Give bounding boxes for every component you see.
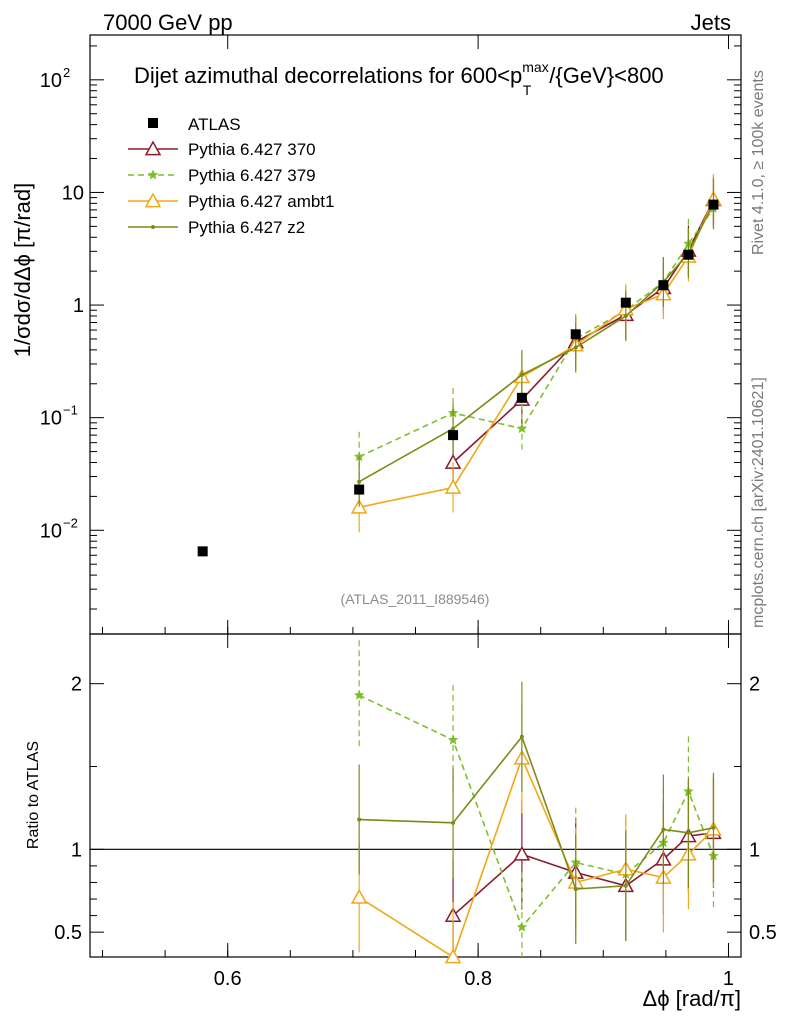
atlas-point-6 xyxy=(658,280,669,291)
ratio-point-3-0 xyxy=(357,817,362,822)
ratio-point-3-3 xyxy=(573,887,578,892)
ratio-y-axis-label: Ratio to ATLAS xyxy=(25,741,42,849)
series-line-2 xyxy=(358,198,715,509)
ratio-point-1-2 xyxy=(516,921,528,932)
legend-marker-3 xyxy=(151,225,155,229)
atlas-point-5 xyxy=(620,297,631,308)
series-3 xyxy=(357,178,716,507)
series-point-1-2 xyxy=(516,422,528,434)
ratio-point-1-1 xyxy=(447,734,459,745)
ratio-point-1-0 xyxy=(353,689,365,700)
energy-label: 7000 GeV pp xyxy=(103,10,233,35)
legend-label-1: Pythia 6.427 379 xyxy=(188,166,316,185)
ratio-plot-frame xyxy=(89,633,742,958)
series-point-3-3 xyxy=(573,345,578,350)
legend-label-atlas: ATLAS xyxy=(188,115,241,134)
x-axis-label: Δϕ [rad/π] xyxy=(643,986,741,1011)
series-point-3-2 xyxy=(519,372,524,377)
series-point-3-0 xyxy=(357,479,362,484)
ratio-point-3-5 xyxy=(661,827,666,832)
series-point-3-1 xyxy=(451,426,456,431)
legend-marker-atlas xyxy=(148,118,158,128)
series-0 xyxy=(444,174,722,488)
mcplots-label: mcplots.cern.ch [arXiv:2401.10621] xyxy=(750,377,767,628)
y-tick-exponent-1: −1 xyxy=(63,403,78,418)
rivet-label: Rivet 4.1.0, ≥ 100k events xyxy=(750,70,767,255)
ratio-point-2-0 xyxy=(350,888,368,904)
ratio-point-3-1 xyxy=(451,820,456,825)
ratio-tick-label-1: 1 xyxy=(71,839,82,861)
legend-marker-2 xyxy=(144,192,162,208)
series-line-3 xyxy=(358,202,715,483)
ratio-point-2-1 xyxy=(444,948,462,964)
legend: ATLAS Pythia 6.427 370 Pythia 6.427 379 Pyt… xyxy=(128,115,334,237)
series-2 xyxy=(350,174,722,533)
ratio-point-3-2 xyxy=(519,734,524,739)
x-tick-label-1: 0.8 xyxy=(464,968,492,990)
series-point-3-4 xyxy=(623,313,628,318)
series-line-1 xyxy=(358,208,715,458)
ratio-series-3 xyxy=(357,681,716,945)
y-tick-exponent-4: 2 xyxy=(63,65,70,80)
ratio-point-0-1 xyxy=(513,845,531,861)
ratio-tick-label-0: 0.5 xyxy=(54,922,82,944)
ratio-line-1 xyxy=(358,694,715,929)
y-tick-label-0: 10 xyxy=(40,520,62,542)
atlas-point-2 xyxy=(448,430,459,441)
y-tick-label-3: 10 xyxy=(62,182,84,204)
ratio-line-3 xyxy=(359,735,714,890)
ratio-tick-label-2: 2 xyxy=(71,674,82,696)
legend-marker-0 xyxy=(144,140,162,156)
series-point-2-1 xyxy=(444,478,462,494)
atlas-data xyxy=(197,199,719,557)
x-tick-label-2: 1 xyxy=(723,968,734,990)
y-tick-exponent-0: −2 xyxy=(63,515,78,530)
y-tick-label-4: 10 xyxy=(40,70,62,92)
ratio-tick-label-right-0: 0.5 xyxy=(749,922,777,944)
series-1 xyxy=(353,183,719,482)
ratio-tick-label-right-1: 1 xyxy=(749,839,760,861)
atlas-point-8 xyxy=(708,199,719,210)
chart-marks xyxy=(90,174,741,964)
legend-label-3: Pythia 6.427 z2 xyxy=(188,218,305,237)
atlas-point-4 xyxy=(570,329,581,340)
legend-label-2: Pythia 6.427 ambt1 xyxy=(188,192,334,211)
y-axis-label: 1/σdσ/dΔϕ [π/rad] xyxy=(10,183,35,358)
ratio-point-3-6 xyxy=(686,830,691,835)
atlas-point-1 xyxy=(354,484,365,495)
ratio-series-2 xyxy=(350,703,722,964)
jets-label: Jets xyxy=(691,10,731,35)
ratio-point-3-7 xyxy=(711,825,716,830)
y-tick-label-1: 10 xyxy=(40,408,62,430)
chart-title: Dijet azimuthal decorrelations for 600<p… xyxy=(134,59,664,98)
ratio-series-0 xyxy=(444,777,722,957)
atlas-point-7 xyxy=(683,249,694,260)
atlas-point-0 xyxy=(197,546,208,557)
ratio-tick-label-right-2: 2 xyxy=(749,674,760,696)
legend-label-0: Pythia 6.427 370 xyxy=(188,140,316,159)
x-tick-label-0: 0.6 xyxy=(214,968,242,990)
series-line-0 xyxy=(452,199,715,464)
atlas-point-3 xyxy=(516,392,527,403)
y-tick-label-2: 1 xyxy=(73,295,84,317)
analysis-reference: (ATLAS_2011_I889546) xyxy=(341,591,490,607)
legend-marker-1 xyxy=(147,169,159,180)
ratio-point-3-4 xyxy=(623,883,628,888)
